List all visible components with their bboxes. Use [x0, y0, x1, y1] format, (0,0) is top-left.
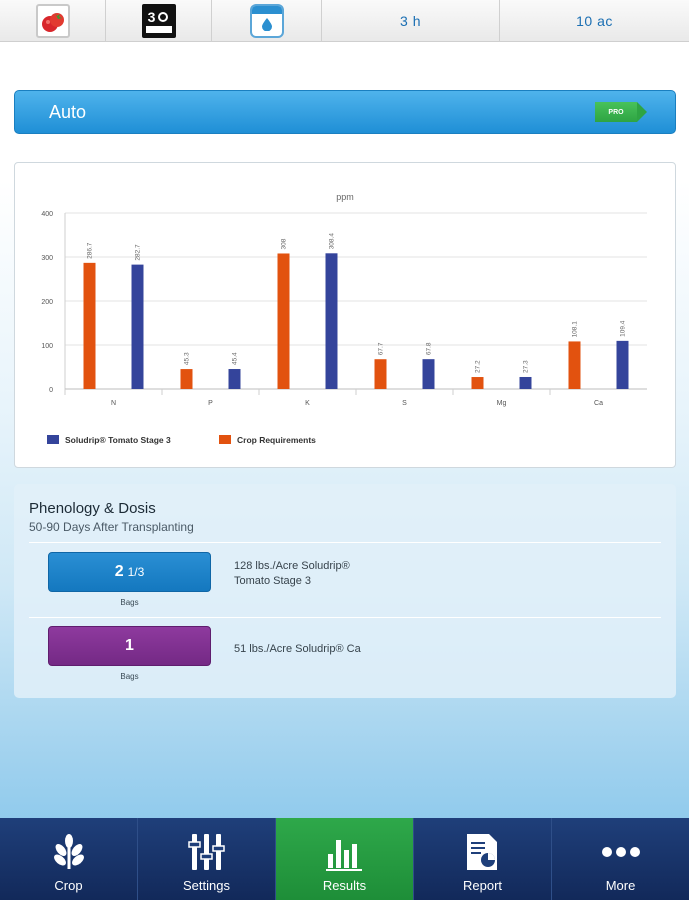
- data-label: 27.2: [475, 360, 482, 373]
- bar: [228, 369, 241, 389]
- nav-settings[interactable]: Settings: [138, 818, 276, 900]
- duration-value: 3 h: [400, 13, 421, 29]
- pro-badge[interactable]: PRO: [595, 102, 637, 122]
- bar: [374, 359, 387, 389]
- y-tick-label: 100: [41, 343, 53, 350]
- y-tick-label: 300: [41, 255, 53, 262]
- stage-3-icon: 3: [141, 4, 176, 38]
- y-tick-label: 0: [49, 387, 53, 394]
- nav-results[interactable]: Results: [276, 818, 414, 900]
- data-label: 286.7: [87, 242, 94, 259]
- drip-irrigation-icon: [249, 4, 284, 38]
- dose-description: 51 lbs./Acre Soludrip® Ca: [234, 642, 361, 657]
- phenology-card: Phenology & Dosis 50-90 Days After Trans…: [14, 484, 676, 698]
- x-tick-label: P: [208, 400, 213, 407]
- data-label: 109.4: [620, 320, 627, 337]
- bar: [568, 341, 581, 389]
- bar: [180, 369, 193, 389]
- nav-label: Results: [322, 878, 367, 893]
- divider: [29, 617, 661, 618]
- report-icon: [463, 832, 503, 872]
- y-tick-label: 200: [41, 299, 53, 306]
- legend-swatch: [219, 435, 231, 444]
- data-label: 27.3: [523, 360, 530, 373]
- dose-desc-line1: 128 lbs./Acre Soludrip®: [234, 560, 350, 572]
- nav-label: More: [605, 878, 636, 893]
- crop-selector[interactable]: [0, 0, 106, 42]
- stage-number: 3: [147, 8, 156, 25]
- chart-title: ppm: [336, 192, 354, 202]
- bar: [519, 376, 532, 389]
- mode-label: Auto: [49, 101, 87, 122]
- dose-fraction: 1/3: [127, 565, 145, 579]
- leaf-icon: [51, 832, 87, 872]
- nutrient-chart-card: ppm 0 100 200 300 400 N P K S Mg Ca 286.7 282.7 45.3…: [14, 162, 676, 468]
- x-tick-label: K: [305, 400, 310, 407]
- bar: [325, 253, 338, 389]
- dose-whole: 1: [125, 637, 134, 654]
- dose-unit: Bags: [120, 598, 139, 607]
- dose-desc-line1: 51 lbs./Acre Soludrip® Ca: [234, 643, 361, 655]
- nav-crop[interactable]: Crop: [0, 818, 138, 900]
- top-bar: 3 3 h 10 ac: [0, 0, 689, 42]
- sliders-icon: [187, 832, 227, 872]
- nutrient-bar-chart: ppm 0 100 200 300 400 N P K S Mg Ca 286.7 282.7 45.3…: [41, 192, 647, 445]
- data-label: 67.8: [426, 342, 433, 355]
- x-tick-label: Mg: [497, 400, 507, 407]
- dose-unit: Bags: [120, 672, 139, 681]
- bar: [616, 340, 629, 389]
- x-tick-label: S: [402, 400, 407, 407]
- x-tick-label: N: [111, 400, 116, 407]
- dose-description: 128 lbs./Acre Soludrip® Tomato Stage 3: [234, 559, 350, 589]
- legend-swatch: [47, 435, 59, 444]
- mode-bar[interactable]: Auto PRO: [14, 90, 676, 134]
- nav-label: Crop: [54, 878, 83, 893]
- legend-label: Crop Requirements: [237, 435, 316, 445]
- tomato-icon: [35, 4, 70, 38]
- irrigation-selector[interactable]: [212, 0, 322, 42]
- phenology-title: Phenology & Dosis: [29, 500, 156, 517]
- nav-more[interactable]: More: [552, 818, 689, 900]
- dose-desc-line2: Tomato Stage 3: [234, 575, 312, 587]
- area-value: 10 ac: [576, 13, 613, 29]
- phenology-subtitle: 50-90 Days After Transplanting: [29, 520, 194, 534]
- divider: [29, 542, 661, 543]
- dose-button-soludrip[interactable]: 2 1/3: [48, 552, 211, 592]
- bar: [277, 253, 290, 389]
- bar-chart-icon: [325, 832, 365, 872]
- duration-selector[interactable]: 3 h: [322, 0, 500, 42]
- bar: [471, 377, 484, 389]
- x-tick-label: Ca: [594, 400, 603, 407]
- nav-label: Settings: [183, 878, 230, 893]
- data-label: 67.7: [378, 342, 385, 355]
- data-label: 282.7: [135, 244, 142, 261]
- y-tick-label: 400: [41, 211, 53, 218]
- data-label: 308.4: [329, 233, 336, 250]
- legend-label: Soludrip® Tomato Stage 3: [65, 435, 171, 445]
- data-label: 45.3: [184, 352, 191, 365]
- bar: [422, 359, 435, 389]
- bar: [131, 264, 144, 389]
- area-selector[interactable]: 10 ac: [500, 0, 689, 42]
- pro-arrow-icon: [637, 102, 647, 122]
- bar: [83, 262, 96, 389]
- nav-report[interactable]: Report: [414, 818, 552, 900]
- data-label: 108.1: [572, 321, 579, 338]
- more-dots-icon: [599, 832, 643, 872]
- data-label: 45.4: [232, 352, 239, 365]
- stage-selector[interactable]: 3: [106, 0, 212, 42]
- data-label: 308: [281, 238, 288, 249]
- nav-label: Report: [462, 878, 503, 893]
- bottom-nav: Crop Settings Results: [0, 818, 689, 900]
- dose-whole: 2: [114, 563, 124, 580]
- dose-button-soludrip-ca[interactable]: 1: [48, 626, 211, 666]
